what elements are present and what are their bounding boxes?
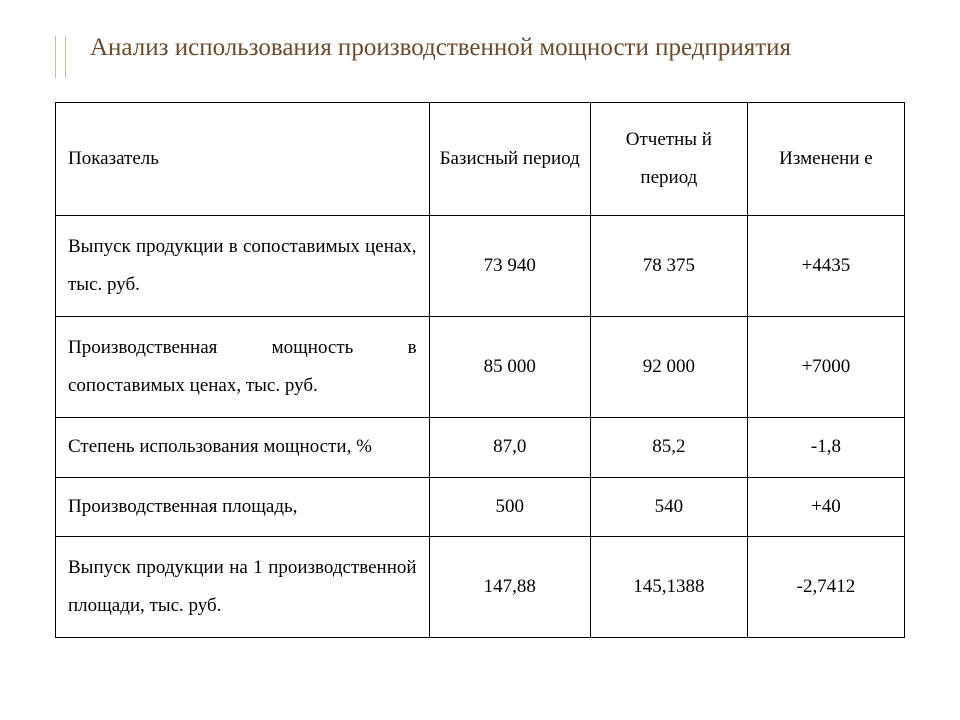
change-cell: -2,7412 <box>747 537 904 638</box>
base-cell: 147,88 <box>429 537 590 638</box>
indicator-cell: Степень использования мощности, % <box>56 418 430 478</box>
table-row: Выпуск продукции на 1 производственной п… <box>56 537 905 638</box>
report-cell: 92 000 <box>590 317 747 418</box>
table-row: Производственная площадь,500540+40 <box>56 477 905 537</box>
table-body: ПоказательБазисный периодОтчетны й перио… <box>56 103 905 638</box>
table-header-cell: Показатель <box>56 103 430 216</box>
change-cell: +40 <box>747 477 904 537</box>
change-cell: -1,8 <box>747 418 904 478</box>
table-header-cell: Изменени е <box>747 103 904 216</box>
table-header-row: ПоказательБазисный периодОтчетны й перио… <box>56 103 905 216</box>
table-row: Степень использования мощности, %87,085,… <box>56 418 905 478</box>
base-cell: 73 940 <box>429 216 590 317</box>
table-row: Производственная мощность в сопоставимых… <box>56 317 905 418</box>
report-cell: 85,2 <box>590 418 747 478</box>
slide-title: Анализ использования производственной мо… <box>90 32 791 63</box>
indicator-cell: Производственная мощность в сопоставимых… <box>56 317 430 418</box>
title-decoration <box>55 36 66 78</box>
indicator-cell: Производственная площадь, <box>56 477 430 537</box>
table-row: Выпуск продукции в сопоставимых ценах, т… <box>56 216 905 317</box>
base-cell: 500 <box>429 477 590 537</box>
report-cell: 540 <box>590 477 747 537</box>
title-block: Анализ использования производственной мо… <box>55 32 905 78</box>
table-header-cell: Отчетны й период <box>590 103 747 216</box>
indicator-cell: Выпуск продукции в сопоставимых ценах, т… <box>56 216 430 317</box>
table-header-cell: Базисный период <box>429 103 590 216</box>
base-cell: 85 000 <box>429 317 590 418</box>
change-cell: +4435 <box>747 216 904 317</box>
base-cell: 87,0 <box>429 418 590 478</box>
analysis-table: ПоказательБазисный периодОтчетны й перио… <box>55 102 905 638</box>
indicator-cell: Выпуск продукции на 1 производственной п… <box>56 537 430 638</box>
report-cell: 78 375 <box>590 216 747 317</box>
report-cell: 145,1388 <box>590 537 747 638</box>
change-cell: +7000 <box>747 317 904 418</box>
